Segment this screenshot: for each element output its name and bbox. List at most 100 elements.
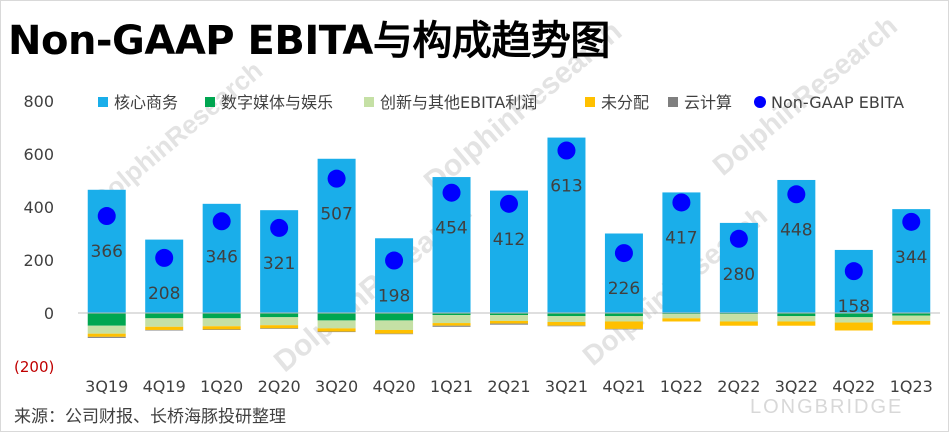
x-axis: 3Q19 4Q19 1Q20 2Q20 3Q20 4Q20 1Q21 2Q21 3Q21 4Q21… bbox=[85, 377, 933, 396]
bar-segment bbox=[375, 238, 414, 313]
bar-segment bbox=[834, 313, 873, 318]
bar-segment bbox=[834, 322, 873, 331]
x-tick-label: 3Q22 bbox=[775, 377, 818, 396]
data-label: 346 bbox=[205, 247, 237, 267]
data-point bbox=[729, 229, 748, 248]
data-label: 226 bbox=[608, 279, 640, 299]
page-title: Non-GAAP EBITA与构成趋势图 bbox=[8, 18, 610, 64]
bar-segment bbox=[202, 313, 241, 319]
legend-label: 数字媒体与娱乐 bbox=[221, 93, 333, 112]
bar-segment bbox=[432, 325, 471, 327]
data-point bbox=[672, 193, 691, 212]
legend-marker bbox=[754, 96, 766, 108]
bar-segment bbox=[547, 325, 586, 327]
data-label: 417 bbox=[665, 228, 697, 248]
source-note: 来源：公司财报、长桥海豚投研整理 bbox=[14, 407, 286, 427]
data-label: 366 bbox=[91, 242, 123, 262]
x-tick-label: 1Q23 bbox=[890, 377, 933, 396]
data-label: 613 bbox=[550, 177, 582, 197]
bar-segment bbox=[260, 328, 299, 329]
bar-segment bbox=[145, 326, 184, 330]
bar-segment bbox=[432, 313, 471, 316]
bar-segment bbox=[777, 321, 816, 326]
bar-segment bbox=[87, 313, 126, 326]
bar-segment bbox=[260, 317, 299, 326]
data-point bbox=[327, 169, 346, 188]
points: 366 208 346 321 507 198 454 412 613 226 417 280 448 1… bbox=[91, 141, 927, 317]
legend-swatch bbox=[205, 97, 215, 107]
legend-label: Non-GAAP EBITA bbox=[771, 93, 904, 112]
data-point bbox=[270, 218, 289, 237]
bar-segment bbox=[260, 313, 299, 318]
bar-segment bbox=[87, 325, 126, 334]
legend-swatch bbox=[585, 97, 595, 107]
bar-segment bbox=[834, 317, 873, 323]
data-label: 158 bbox=[838, 297, 870, 317]
bar-segment bbox=[375, 320, 414, 330]
bar-segment bbox=[87, 336, 126, 338]
bar-segment bbox=[892, 313, 931, 316]
x-tick-label: 2Q22 bbox=[717, 377, 760, 396]
bar-segment bbox=[202, 326, 241, 330]
x-tick-label: 2Q21 bbox=[487, 377, 530, 396]
data-point bbox=[902, 212, 921, 231]
bar-segment bbox=[604, 316, 643, 322]
brand-logo: LONGBRIDGE bbox=[750, 396, 904, 418]
y-tick-label: 200 bbox=[23, 251, 54, 270]
bar-segment bbox=[375, 329, 414, 334]
data-point bbox=[442, 183, 461, 202]
bar-segment bbox=[834, 249, 873, 313]
y-tick-label: 800 bbox=[23, 92, 54, 111]
data-point bbox=[614, 244, 633, 263]
x-tick-label: 3Q21 bbox=[545, 377, 588, 396]
bar-segment bbox=[432, 315, 471, 324]
data-label: 198 bbox=[378, 287, 410, 307]
data-point bbox=[97, 207, 116, 226]
y-tick-label: (200) bbox=[14, 358, 54, 376]
bar-segment bbox=[87, 333, 126, 337]
bar-segment bbox=[490, 323, 528, 325]
y-tick-label: 400 bbox=[23, 198, 54, 217]
data-point bbox=[787, 185, 806, 204]
bar-segment bbox=[719, 321, 758, 326]
legend-swatch bbox=[668, 97, 678, 107]
bar-segment bbox=[662, 318, 701, 322]
bar-segment bbox=[719, 314, 758, 322]
x-tick-label: 4Q19 bbox=[143, 377, 186, 396]
bar-segment bbox=[604, 313, 643, 317]
x-tick-label: 2Q20 bbox=[258, 377, 301, 396]
bar-segment bbox=[490, 313, 528, 316]
y-tick-label: 600 bbox=[23, 145, 54, 164]
data-label: 321 bbox=[263, 254, 295, 274]
x-tick-label: 4Q21 bbox=[602, 377, 645, 396]
bar-segment bbox=[777, 316, 816, 322]
bar-segment bbox=[547, 316, 586, 323]
data-label: 280 bbox=[723, 265, 755, 285]
bar-segment bbox=[317, 328, 356, 332]
data-point bbox=[212, 212, 231, 231]
bar-segment bbox=[317, 313, 356, 321]
data-label: 344 bbox=[895, 248, 927, 268]
bar-segment bbox=[662, 313, 701, 315]
bar-segment bbox=[432, 323, 471, 326]
legend-swatch bbox=[364, 97, 374, 107]
bar-segment bbox=[375, 333, 414, 335]
data-point bbox=[155, 248, 174, 267]
bar-segment bbox=[202, 318, 241, 327]
x-tick-label: 1Q22 bbox=[660, 377, 703, 396]
data-point bbox=[557, 141, 576, 160]
bar-segment bbox=[375, 313, 414, 321]
bar-segment bbox=[317, 320, 356, 329]
bar-segment bbox=[892, 320, 931, 325]
bar-segment bbox=[260, 325, 299, 329]
data-point bbox=[844, 262, 863, 281]
x-tick-label: 1Q20 bbox=[200, 377, 243, 396]
bar-segment bbox=[547, 313, 586, 317]
legend: 核心商务 数字媒体与娱乐 创新与其他EBITA利润 未分配 云计算 Non-GAAP EB… bbox=[98, 93, 904, 112]
x-tick-label: 3Q20 bbox=[315, 377, 358, 396]
legend-label: 云计算 bbox=[684, 93, 732, 112]
bar-segment bbox=[202, 329, 241, 330]
bar-segment bbox=[892, 315, 931, 321]
legend-label: 未分配 bbox=[601, 93, 649, 112]
